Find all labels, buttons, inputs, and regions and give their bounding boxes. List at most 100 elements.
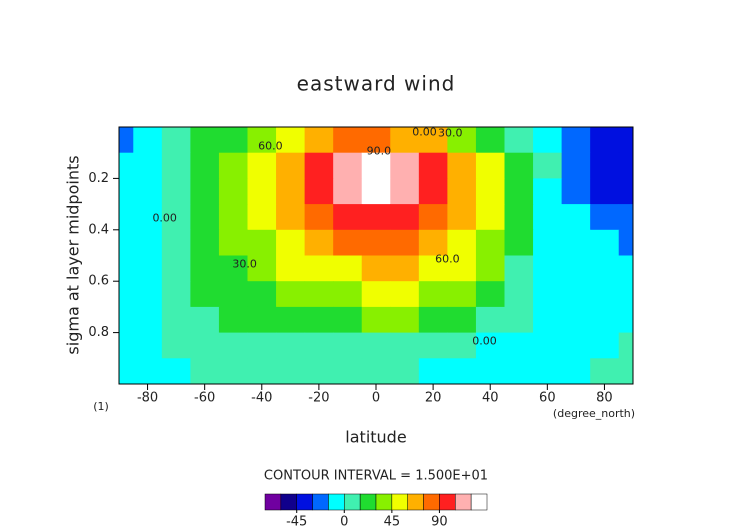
- x-tick-label: 40: [482, 391, 499, 406]
- contour-cell: [361, 358, 391, 384]
- colorbar-tick-label: 45: [384, 515, 401, 530]
- contour-cell: [190, 127, 220, 154]
- contour-cell: [304, 178, 334, 205]
- contour-cell: [447, 358, 477, 384]
- contour-cell: [247, 229, 277, 256]
- contour-cell: [333, 358, 363, 384]
- contour-cell: [161, 281, 191, 308]
- x-tick-label: 20: [425, 391, 442, 406]
- contour-cell: [418, 332, 448, 359]
- y-axis-label: sigma at layer midpoints: [64, 155, 83, 354]
- contour-cell: [475, 306, 505, 334]
- contour-cell: [276, 204, 306, 231]
- contour-cell: [119, 204, 134, 231]
- contour-cell: [447, 281, 477, 308]
- contour-cell: [390, 255, 420, 282]
- contour-cell: [590, 358, 620, 384]
- contour-cell: [504, 281, 534, 308]
- contour-cell: [247, 358, 277, 384]
- colorbar-box: [455, 493, 472, 511]
- contour-cell: [133, 255, 163, 282]
- contour-cell: [133, 127, 163, 154]
- contour-cell: [390, 178, 420, 205]
- contour-label: 60.0: [435, 253, 460, 266]
- contour-cell: [361, 178, 391, 205]
- contour-cell: [561, 127, 591, 154]
- contour-cell: [447, 204, 477, 231]
- contour-cell: [304, 306, 334, 334]
- contour-cell: [190, 358, 220, 384]
- contour-cell: [390, 281, 420, 308]
- contour-cell: [618, 152, 633, 179]
- contour-cell: [190, 152, 220, 179]
- contour-cell: [161, 229, 191, 256]
- contour-cell: [333, 178, 363, 205]
- contour-label: 90.0: [367, 145, 392, 158]
- colorbar-tick-label: -45: [286, 515, 307, 530]
- colorbar-box: [359, 493, 377, 511]
- contour-cell: [247, 178, 277, 205]
- contour-cell: [218, 178, 248, 205]
- contour-cell: [561, 204, 591, 231]
- contour-cell: [276, 127, 306, 154]
- contour-cell: [533, 358, 563, 384]
- contour-cell: [218, 332, 248, 359]
- contour-cell: [161, 306, 191, 334]
- colorbar-box: [470, 493, 488, 511]
- contour-cell: [504, 152, 534, 179]
- contour-cell: [390, 332, 420, 359]
- colorbar-box: [264, 493, 282, 511]
- contour-cell: [504, 127, 534, 154]
- colorbar-box: [423, 493, 440, 511]
- contour-cell: [618, 281, 633, 308]
- contour-cell: [190, 306, 220, 334]
- contour-cell: [218, 152, 248, 179]
- contour-cell: [475, 152, 505, 179]
- contour-cell: [304, 332, 334, 359]
- contour-cell: [533, 255, 563, 282]
- contour-cell: [447, 306, 477, 334]
- contour-cell: [504, 204, 534, 231]
- contour-cell: [475, 229, 505, 256]
- contour-cell: [276, 332, 306, 359]
- contour-cell: [304, 204, 334, 231]
- contour-cell: [218, 127, 248, 154]
- contour-cell: [218, 306, 248, 334]
- contour-cell: [590, 255, 620, 282]
- contour-cell: [418, 229, 448, 256]
- contour-cell: [133, 178, 163, 205]
- contour-cell: [504, 332, 534, 359]
- contour-cell: [119, 255, 134, 282]
- contour-cell: [133, 204, 163, 231]
- contour-label: 30.0: [232, 258, 257, 271]
- contour-cell: [561, 229, 591, 256]
- contour-cell: [133, 281, 163, 308]
- contour-cell: [276, 306, 306, 334]
- contour-cell: [590, 178, 620, 205]
- contour-cell: [304, 255, 334, 282]
- contour-cell: [504, 306, 534, 334]
- contour-cell: [333, 281, 363, 308]
- chart-title: eastward wind: [297, 72, 456, 96]
- y-tick-label: 0.6: [88, 274, 109, 289]
- colorbar-box: [407, 493, 424, 511]
- contour-cell: [247, 306, 277, 334]
- contour-cell: [447, 255, 477, 282]
- colorbar-box: [296, 493, 313, 511]
- contour-cell: [247, 255, 277, 282]
- contour-cell: [161, 178, 191, 205]
- x-tick-label: -20: [308, 391, 329, 406]
- contour-cell: [190, 178, 220, 205]
- contour-cell: [390, 152, 420, 179]
- contour-cell: [190, 204, 220, 231]
- contour-cell: [447, 152, 477, 179]
- x-tick-label: 0: [372, 391, 380, 406]
- contour-cell: [247, 127, 277, 154]
- contour-cell: [418, 127, 448, 154]
- contour-cell: [119, 358, 134, 384]
- contour-cell: [561, 178, 591, 205]
- contour-cell: [133, 332, 163, 359]
- contour-cell: [304, 229, 334, 256]
- contour-cell: [447, 178, 477, 205]
- contour-cell: [361, 306, 391, 334]
